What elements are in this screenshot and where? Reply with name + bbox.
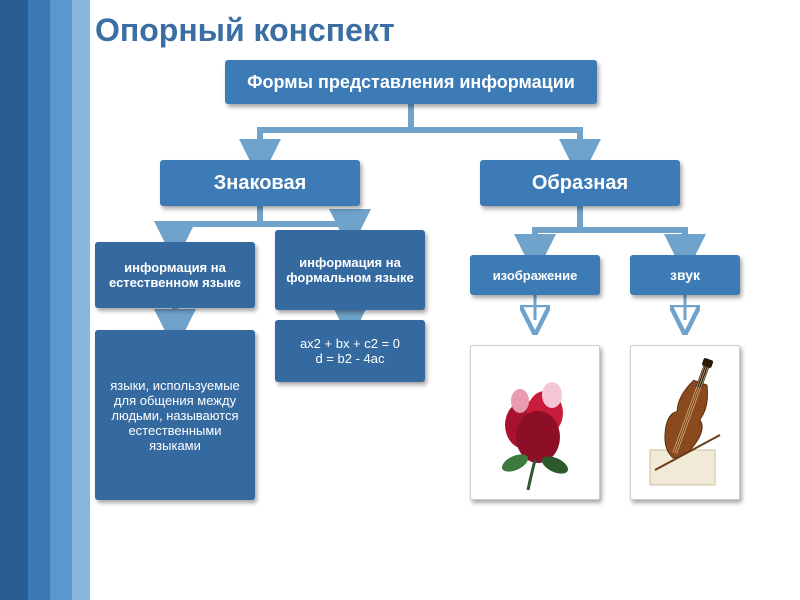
node-figur: Образная xyxy=(480,160,680,206)
node-natural-desc: языки, используемые для общения между лю… xyxy=(95,330,255,500)
node-sound: звук xyxy=(630,255,740,295)
left-stripes xyxy=(0,0,90,600)
card-violin xyxy=(630,345,740,500)
node-formal-desc: ax2 + bx + c2 = 0 d = b2 - 4ac xyxy=(275,320,425,382)
node-formal: информация на формальном языке xyxy=(275,230,425,310)
card-rose xyxy=(470,345,600,500)
node-root: Формы представления информации xyxy=(225,60,597,104)
stripe-2 xyxy=(28,0,50,600)
node-natural: информация на естественном языке xyxy=(95,242,255,308)
rose-illustration xyxy=(480,355,590,490)
stripe-4 xyxy=(72,0,90,600)
node-image: изображение xyxy=(470,255,600,295)
node-sign: Знаковая xyxy=(160,160,360,206)
stripe-1 xyxy=(0,0,28,600)
violin-illustration xyxy=(640,355,730,490)
stripe-3 xyxy=(50,0,72,600)
page-title: Опорный конспект xyxy=(95,12,395,49)
